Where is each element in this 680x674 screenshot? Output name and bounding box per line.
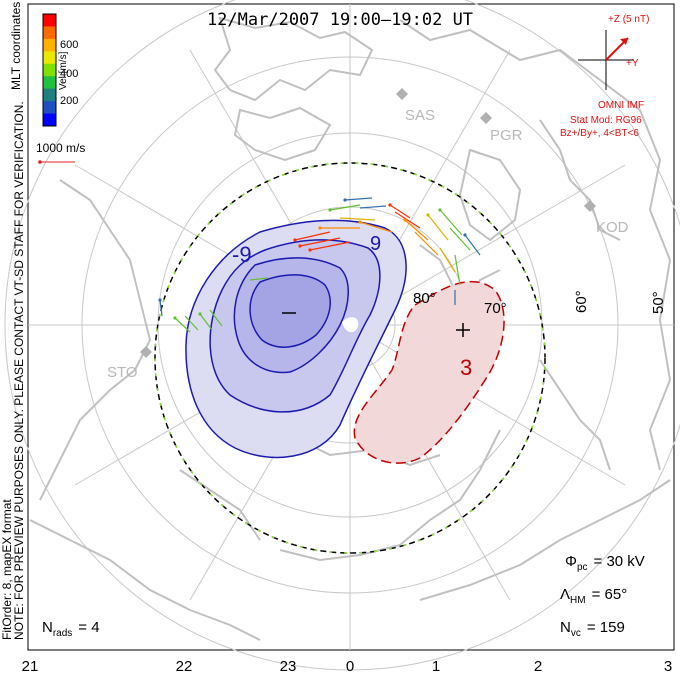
reference-vector-label: 1000 m/s [36,141,85,155]
mlt-tick-23: 23 [280,658,297,674]
hm-boundary-green [154,162,546,554]
contour-label-neg2: 9 [370,233,381,255]
imf-z-label: +Z (5 nT) [608,14,649,25]
colorbar-border [42,13,57,127]
mlt-coordinates-label: MLT coordinates [9,2,23,90]
imf-y-label: +Y [626,58,639,69]
pole-marker [342,317,359,333]
colorbar-tick-400: 400 [60,68,78,80]
imf-dial [578,30,634,90]
colorbar-tick-600: 600 [60,39,78,51]
station-sto: STO [107,364,138,381]
station-kod: KOD [596,219,629,236]
fit-order-note: FitOrder: 8, mapEX format [0,499,14,640]
stat-lambda: ΛHM = 65° [560,586,627,606]
colorbar-segment [43,26,56,40]
station-markers [140,88,596,358]
mlt-axis: 21 22 23 0 1 2 3 [22,658,673,674]
colorbar-segment [43,63,56,77]
station-sas: SAS [405,107,435,124]
lat-label-80: 80° [413,290,436,307]
contour-label-neg: -9 [232,242,252,267]
colorbar-segment [43,76,56,90]
map-title: 12/Mar/2007 19:00–19:02 UT [207,10,473,30]
colorbar-segment [43,113,56,127]
reference-vector-origin [38,160,42,164]
contour-label-pos: 3 [460,355,472,380]
dusk-convection-cell [185,219,407,459]
lat-label-70: 70° [484,300,507,317]
coastlines [29,16,672,641]
plot-frame [27,3,675,651]
map-stats: Φpc = 30 kV ΛHM = 65° Nvc = 159 Nrads = 4 [42,553,645,639]
velocity-vectors [159,197,481,333]
colorbar-label: Vel [m/s] [58,51,69,90]
colorbar-segment [43,14,56,27]
mlt-tick-3: 3 [664,658,672,674]
colorbar-segment [43,38,56,52]
mlt-tick-1: 1 [432,658,440,674]
mlt-tick-22: 22 [176,658,193,674]
mlt-tick-21: 21 [22,658,39,674]
lat-label-60: 60° [573,290,590,313]
colorbar-segment [43,51,56,65]
stat-phi: Φpc = 30 kV [565,553,645,573]
mlt-tick-0: 0 [346,658,354,674]
station-pgr: PGR [490,127,523,144]
colorbar-segment [43,88,56,102]
imf-condition: Bz+/By+, 4<BT<6 [560,128,639,139]
mlt-tick-2: 2 [534,658,542,674]
imf-stat-mod: Stat Mod: RG96 [570,115,642,126]
preview-note: NOTE: FOR PREVIEW PURPOSES ONLY. PLEASE … [12,101,26,640]
stat-nvc: Nvc = 159 [560,619,625,639]
dawn-convection-cell [353,280,505,464]
lat-label-50: 50° [650,291,667,314]
imf-source: OMNI IMF [598,100,644,111]
velocity-colorbar [42,13,57,127]
stat-nrads: Nrads = 4 [42,619,100,639]
colorbar-segment [43,101,56,115]
vector-origins [158,198,467,320]
colorbar-tick-200: 200 [60,95,78,107]
